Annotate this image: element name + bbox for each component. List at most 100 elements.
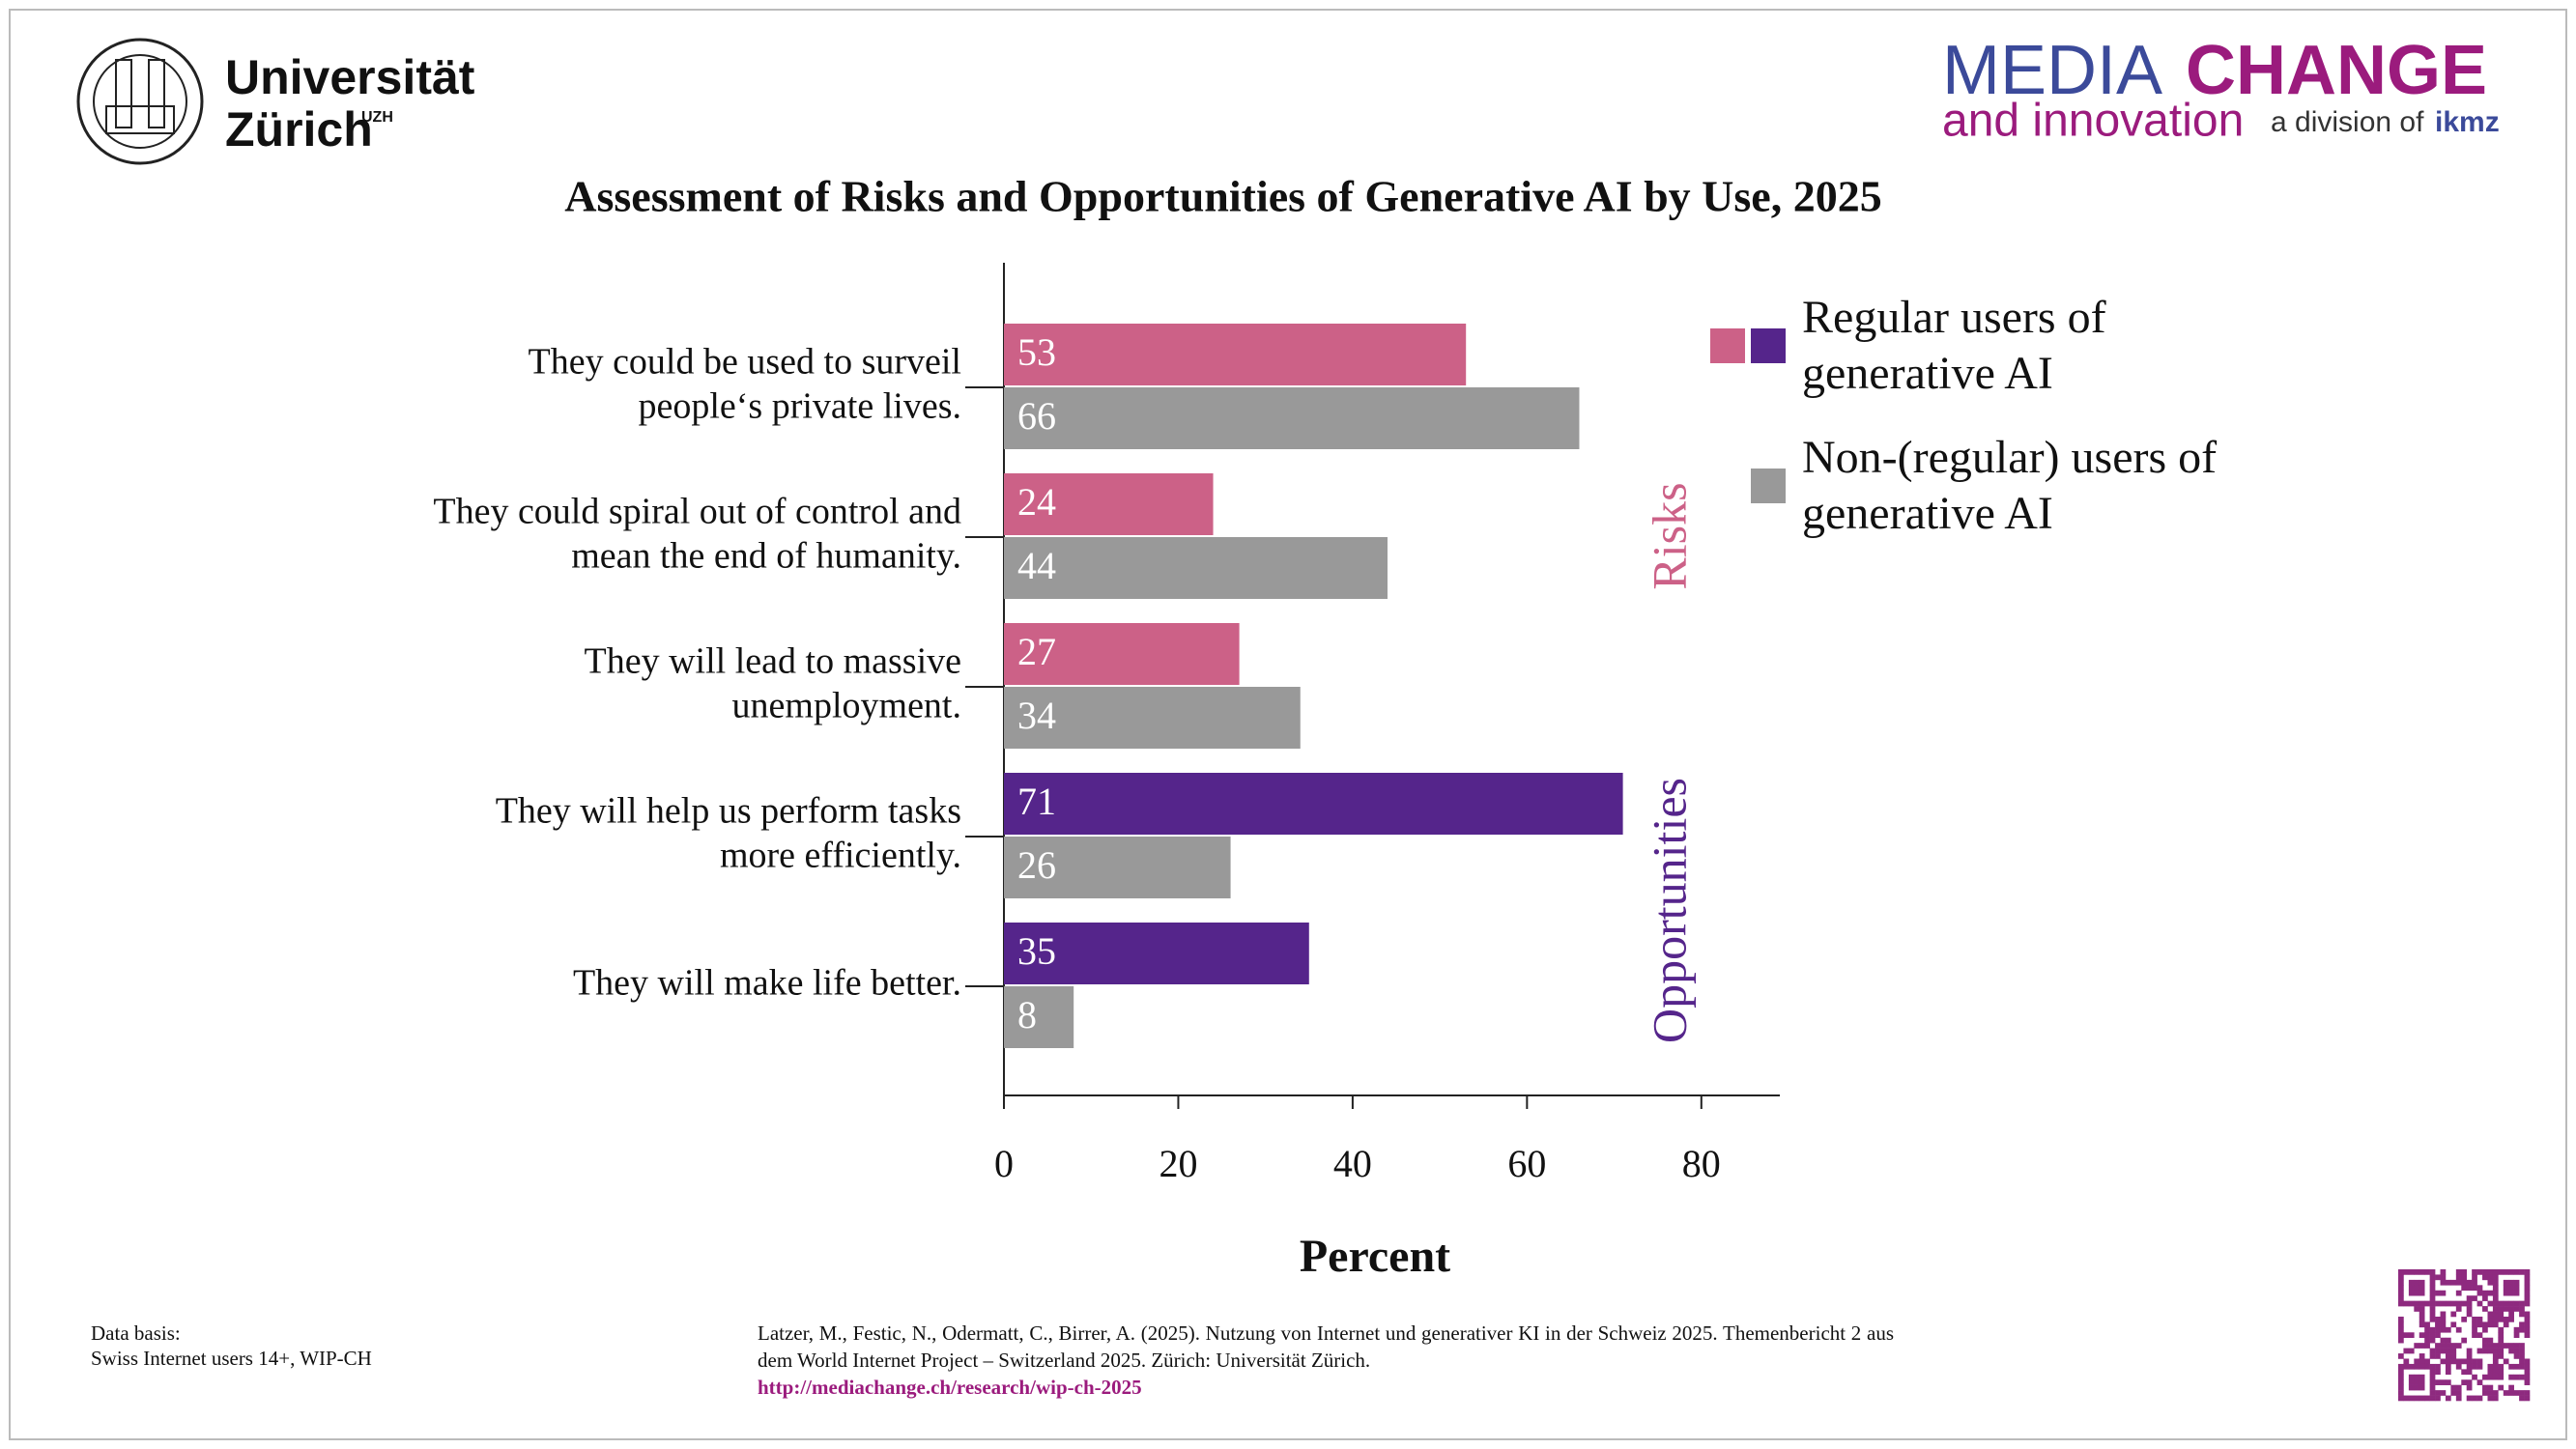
qr-cell xyxy=(2435,1326,2441,1333)
source-url[interactable]: http://mediachange.ch/research/wip-ch-20… xyxy=(758,1376,1142,1399)
qr-cell xyxy=(2435,1369,2441,1376)
qr-cell xyxy=(2492,1369,2499,1376)
bar xyxy=(1004,773,1623,835)
brand-tagline: and innovation xyxy=(1942,96,2244,147)
qr-cell xyxy=(2466,1295,2473,1301)
value-label: 8 xyxy=(1017,993,1037,1037)
x-tick-label: 60 xyxy=(1507,1142,1546,1185)
qr-cell xyxy=(2419,1300,2425,1307)
qr-cell xyxy=(2524,1279,2531,1286)
qr-cell xyxy=(2408,1285,2415,1292)
qr-cell xyxy=(2508,1290,2514,1296)
x-axis-label: Percent xyxy=(1300,1231,1450,1282)
category-label: They will lead to massive xyxy=(585,641,961,682)
qr-cell xyxy=(2424,1321,2430,1328)
qr-cell xyxy=(2440,1269,2447,1275)
qr-cell xyxy=(2524,1316,2531,1322)
qr-cell xyxy=(2435,1274,2441,1281)
qr-cell xyxy=(2492,1353,2499,1359)
qr-cell xyxy=(2498,1269,2504,1275)
qr-cell xyxy=(2487,1311,2494,1318)
qr-cell xyxy=(2487,1316,2494,1322)
qr-cell xyxy=(2492,1300,2499,1307)
qr-cell xyxy=(2466,1384,2473,1391)
qr-cell xyxy=(2445,1279,2451,1286)
qr-cell xyxy=(2419,1358,2425,1365)
qr-cell xyxy=(2472,1274,2477,1281)
qr-cell xyxy=(2513,1374,2520,1380)
qr-cell xyxy=(2492,1374,2499,1380)
qr-cell xyxy=(2513,1348,2520,1354)
qr-cell xyxy=(2440,1279,2447,1286)
qr-cell xyxy=(2472,1269,2477,1275)
qr-cell xyxy=(2498,1384,2504,1391)
qr-cell xyxy=(2524,1363,2531,1370)
qr-cell xyxy=(2498,1316,2504,1322)
qr-cell xyxy=(2414,1343,2420,1349)
qr-cell xyxy=(2466,1311,2473,1318)
qr-cell xyxy=(2487,1290,2494,1296)
qr-cell xyxy=(2414,1269,2420,1275)
qr-cell xyxy=(2482,1337,2488,1344)
qr-cell xyxy=(2503,1321,2509,1328)
qr-cell xyxy=(2524,1395,2531,1402)
brand-division-name: ikmz xyxy=(2435,106,2500,138)
qr-cell xyxy=(2398,1337,2404,1344)
value-label: 44 xyxy=(1017,544,1056,587)
qr-cell xyxy=(2450,1321,2457,1328)
qr-cell xyxy=(2498,1332,2504,1339)
x-tick-label: 20 xyxy=(1159,1142,1197,1185)
qr-cell xyxy=(2492,1363,2499,1370)
qr-cell xyxy=(2408,1348,2415,1354)
qr-cell xyxy=(2519,1374,2525,1380)
qr-cell xyxy=(2461,1337,2468,1344)
qr-cell xyxy=(2429,1279,2436,1286)
qr-cell xyxy=(2466,1285,2473,1292)
qr-cell xyxy=(2455,1306,2462,1312)
qr-cell xyxy=(2487,1343,2494,1349)
qr-cell xyxy=(2482,1348,2488,1354)
qr-cell xyxy=(2503,1358,2509,1365)
qr-cell xyxy=(2498,1363,2504,1370)
qr-cell xyxy=(2466,1358,2473,1365)
qr-cell xyxy=(2503,1343,2509,1349)
qr-cell xyxy=(2445,1395,2451,1402)
qr-cell xyxy=(2408,1374,2415,1380)
qr-cell xyxy=(2513,1279,2520,1286)
qr-cell xyxy=(2414,1290,2420,1296)
qr-cell xyxy=(2435,1379,2441,1385)
qr-cell xyxy=(2472,1316,2477,1322)
qr-cell xyxy=(2455,1300,2462,1307)
qr-cell xyxy=(2429,1285,2436,1292)
qr-cell xyxy=(2429,1300,2436,1307)
qr-cell xyxy=(2508,1306,2514,1312)
qr-cell xyxy=(2424,1363,2430,1370)
qr-cell xyxy=(2492,1343,2499,1349)
qr-cell xyxy=(2445,1363,2451,1370)
qr-cell xyxy=(2519,1300,2525,1307)
qr-cell xyxy=(2455,1395,2462,1402)
qr-cell xyxy=(2408,1395,2415,1402)
qr-cell xyxy=(2519,1321,2525,1328)
qr-cell xyxy=(2519,1311,2525,1318)
qr-cell xyxy=(2498,1343,2504,1349)
qr-cell xyxy=(2419,1306,2425,1312)
qr-cell xyxy=(2455,1274,2462,1281)
brand-media: MEDIA xyxy=(1942,32,2162,109)
category-label: unemployment. xyxy=(732,686,961,726)
qr-cell xyxy=(2513,1343,2520,1349)
qr-cell xyxy=(2435,1321,2441,1328)
qr-cell xyxy=(2429,1384,2436,1391)
qr-cell xyxy=(2435,1353,2441,1359)
qr-cell xyxy=(2445,1353,2451,1359)
qr-cell xyxy=(2435,1390,2441,1396)
qr-cell xyxy=(2482,1390,2488,1396)
qr-cell xyxy=(2524,1300,2531,1307)
qr-cell xyxy=(2487,1337,2494,1344)
qr-cell xyxy=(2398,1353,2404,1359)
x-tick-label: 0 xyxy=(994,1142,1014,1185)
qr-cell xyxy=(2492,1348,2499,1354)
qr-cell xyxy=(2513,1326,2520,1333)
qr-cell xyxy=(2440,1321,2447,1328)
qr-cell xyxy=(2524,1369,2531,1376)
